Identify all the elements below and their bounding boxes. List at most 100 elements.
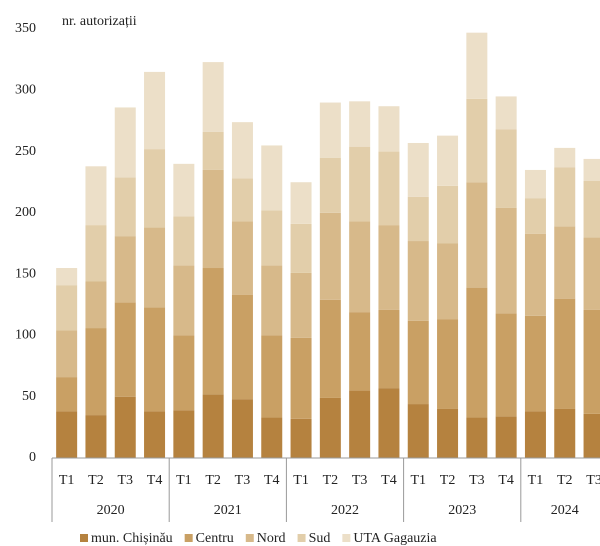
y-tick-label: 0 — [29, 450, 36, 465]
bar-segment — [554, 408, 576, 458]
x-tick-label: T3 — [352, 473, 368, 488]
group-label: 2023 — [448, 503, 476, 518]
bar-segment — [85, 281, 107, 329]
bar-segment — [144, 307, 166, 412]
x-tick-label: T1 — [528, 473, 544, 488]
x-tick-label: T2 — [557, 473, 573, 488]
group-label: 2022 — [331, 503, 359, 518]
bar-segment — [290, 182, 312, 224]
bar-segment — [319, 299, 341, 398]
bar-segment — [583, 158, 600, 181]
bar-segment — [85, 328, 107, 416]
y-tick-label: 350 — [15, 21, 36, 36]
bar-segment — [583, 413, 600, 458]
bar-segment — [85, 225, 107, 282]
legend-label: Sud — [309, 531, 331, 546]
bar-segment — [437, 408, 459, 458]
bar-segment — [466, 32, 488, 99]
x-tick-label: T4 — [381, 473, 397, 488]
bar-segment — [261, 210, 283, 266]
bar-segment — [231, 178, 253, 222]
bar-segment — [407, 320, 429, 405]
bar-segment — [144, 71, 166, 150]
x-tick-label: T4 — [264, 473, 280, 488]
legend-label: Nord — [257, 531, 286, 546]
x-tick-label: T2 — [205, 473, 221, 488]
legend-swatch — [245, 534, 254, 542]
legend-swatch — [80, 534, 88, 542]
bar-segment — [114, 396, 136, 458]
bar-segment — [554, 298, 576, 409]
x-tick-label: T2 — [440, 473, 456, 488]
bar-segment — [261, 145, 283, 211]
bar-segment — [407, 404, 429, 458]
bar-segment — [407, 196, 429, 242]
bar-segment — [524, 233, 546, 316]
bar-segment — [202, 394, 224, 458]
bar-segment — [554, 226, 576, 299]
x-tick-label: T1 — [59, 473, 75, 488]
bar-segment — [349, 390, 371, 458]
bar-segment — [144, 227, 166, 308]
x-tick-label: T1 — [293, 473, 309, 488]
bar-segment — [349, 221, 371, 313]
legend-label: Centru — [196, 531, 234, 546]
bar-segment — [231, 221, 253, 295]
bar-segment — [583, 180, 600, 238]
bar-segment — [231, 294, 253, 400]
bar-segment — [319, 102, 341, 158]
bar-segment — [114, 236, 136, 303]
bar-segment — [495, 96, 517, 130]
bar-segment — [261, 417, 283, 458]
bar-segment — [56, 411, 78, 458]
legend-label: UTA Gagauzia — [353, 531, 437, 546]
bar-segment — [85, 166, 107, 226]
bar-segment — [407, 241, 429, 321]
bar-segment — [437, 135, 459, 186]
bar-segment — [319, 397, 341, 458]
x-tick-label: T1 — [410, 473, 426, 488]
bar-segment — [56, 268, 78, 286]
bar-segment — [114, 107, 136, 178]
y-tick-label: 150 — [15, 266, 36, 281]
bar-segment — [378, 106, 400, 152]
bar-segment — [202, 268, 224, 395]
bar-segment — [261, 335, 283, 418]
bar-segment — [466, 417, 488, 458]
x-tick-label: T3 — [235, 473, 251, 488]
bar-segment — [437, 185, 459, 244]
x-tick-label: T3 — [469, 473, 485, 488]
bar-segment — [114, 177, 136, 237]
bar-segment — [349, 312, 371, 391]
legend-swatch — [184, 534, 193, 542]
bar-segment — [85, 415, 107, 458]
bar-segment — [56, 377, 78, 412]
bar-segment — [524, 169, 546, 199]
bar-segment — [290, 223, 312, 273]
bar-segment — [524, 315, 546, 412]
bar-segment — [290, 418, 312, 458]
bar-segment — [173, 410, 195, 458]
bar-segment — [554, 167, 576, 227]
bar-segment — [144, 149, 166, 228]
x-tick-label: T2 — [323, 473, 339, 488]
group-label: 2021 — [214, 503, 242, 518]
y-tick-label: 200 — [15, 205, 36, 220]
x-tick-label: T3 — [586, 473, 600, 488]
bar-segment — [495, 207, 517, 314]
bar-segment — [56, 330, 78, 378]
group-label: 2020 — [97, 503, 125, 518]
bar-segment — [466, 287, 488, 418]
y-tick-label: 100 — [15, 328, 36, 343]
bar-segment — [554, 147, 576, 168]
legend-swatch — [342, 534, 351, 542]
bar-segment — [319, 212, 341, 300]
bar-segment — [202, 131, 224, 170]
bar-segment — [524, 411, 546, 458]
bar-segment — [378, 225, 400, 310]
bar-segment — [173, 335, 195, 411]
legend-swatch — [297, 534, 306, 542]
bar-segment — [583, 237, 600, 310]
bar-segment — [349, 101, 371, 147]
